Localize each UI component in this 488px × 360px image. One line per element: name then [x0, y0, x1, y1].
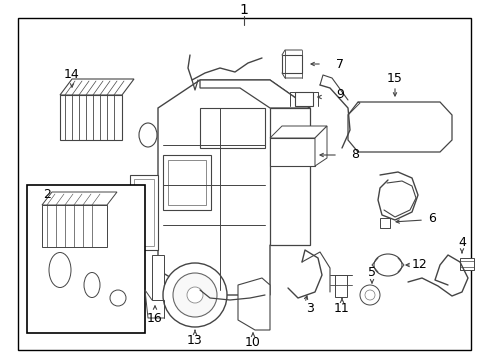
Polygon shape — [42, 192, 117, 205]
Circle shape — [364, 290, 374, 300]
Text: 10: 10 — [244, 337, 261, 350]
Text: 1: 1 — [239, 3, 248, 17]
Circle shape — [110, 290, 126, 306]
Bar — [459, 258, 473, 270]
Text: 6: 6 — [427, 211, 435, 225]
Bar — [168, 160, 205, 205]
Polygon shape — [158, 80, 309, 295]
Text: 11: 11 — [333, 302, 349, 315]
Bar — [294, 92, 312, 106]
Text: 13: 13 — [187, 333, 203, 346]
Text: 15: 15 — [386, 72, 402, 85]
Bar — [334, 275, 346, 297]
Ellipse shape — [84, 273, 100, 297]
Circle shape — [359, 285, 379, 305]
Polygon shape — [269, 126, 326, 138]
Polygon shape — [238, 278, 269, 330]
Text: 7: 7 — [335, 58, 343, 71]
Bar — [134, 179, 154, 246]
Ellipse shape — [139, 123, 157, 147]
Text: 3: 3 — [305, 302, 313, 315]
Text: 4: 4 — [457, 235, 465, 248]
Bar — [269, 138, 314, 166]
Bar — [379, 218, 389, 228]
Text: 2: 2 — [43, 189, 51, 202]
Ellipse shape — [373, 254, 401, 276]
Polygon shape — [269, 108, 309, 245]
Bar — [27, 185, 145, 333]
Text: 8: 8 — [350, 148, 358, 162]
Text: 9: 9 — [335, 89, 343, 102]
Circle shape — [186, 287, 203, 303]
Bar — [60, 95, 122, 140]
Text: 16: 16 — [147, 311, 163, 324]
Text: 5: 5 — [367, 266, 375, 279]
Text: 14: 14 — [64, 68, 80, 81]
Bar — [152, 255, 163, 300]
Bar — [163, 155, 210, 210]
Polygon shape — [347, 102, 451, 152]
Circle shape — [163, 263, 226, 327]
Bar — [282, 55, 302, 73]
Text: 12: 12 — [411, 258, 427, 271]
Bar — [130, 175, 158, 250]
Bar — [200, 108, 264, 148]
Ellipse shape — [49, 252, 71, 288]
Polygon shape — [200, 80, 309, 108]
Polygon shape — [314, 126, 326, 166]
Circle shape — [173, 273, 217, 317]
Polygon shape — [60, 79, 134, 95]
Bar — [42, 205, 107, 247]
